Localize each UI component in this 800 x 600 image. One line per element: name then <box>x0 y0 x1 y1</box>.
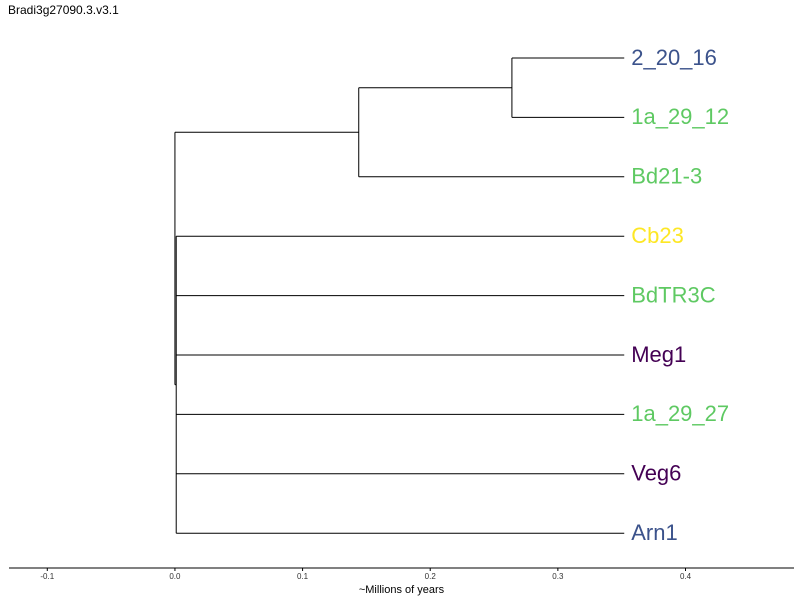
leaf-label: Veg6 <box>631 461 681 486</box>
leaf-label: Bd21-3 <box>631 164 702 189</box>
leaf-label: Cb23 <box>631 223 684 248</box>
leaf-label: Meg1 <box>631 342 686 367</box>
x-tick-label: 0.0 <box>169 572 181 581</box>
chart-title: Bradi3g27090.3.v3.1 <box>8 3 119 17</box>
leaf-label: 2_20_16 <box>631 45 717 70</box>
leaf-label: BdTR3C <box>631 282 715 307</box>
x-axis-label: ~Millions of years <box>359 584 445 596</box>
leaf-label: 1a_29_27 <box>631 401 729 426</box>
leaf-label: 1a_29_12 <box>631 104 729 129</box>
tree-branches <box>174 57 625 534</box>
leaf-label: Arn1 <box>631 520 677 545</box>
leaf-labels: 2_20_16 1a_29_12 Bd21-3 Cb23 BdTR3C Meg1 1a_29… <box>631 45 729 545</box>
x-tick-label: 0.1 <box>297 572 309 581</box>
x-tick-label: 0.3 <box>552 572 564 581</box>
x-tick-label: 0.4 <box>680 572 692 581</box>
x-tick-label: -0.1 <box>40 572 54 581</box>
x-tick-label: 0.2 <box>425 572 437 581</box>
x-axis: -0.1 0.0 0.1 0.2 0.3 0.4 ~Millions of years <box>9 567 794 596</box>
